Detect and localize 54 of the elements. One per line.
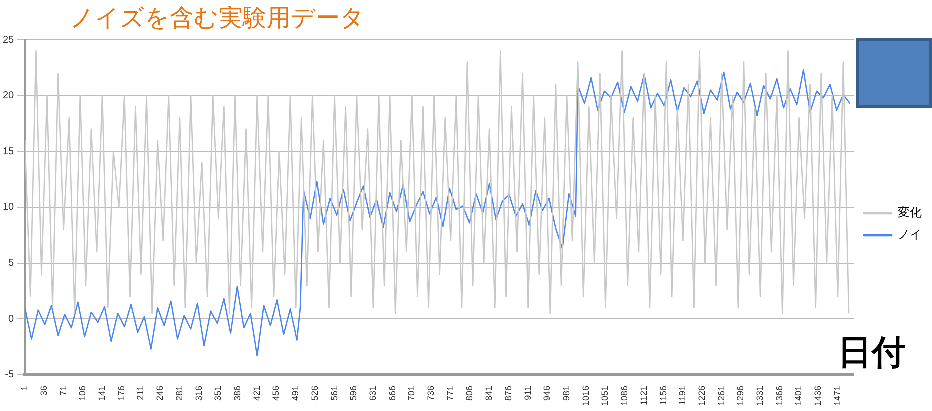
y-tick-label: 25: [3, 34, 15, 46]
x-tick-label: 1: [20, 386, 30, 391]
x-tick-label: 1366: [774, 386, 784, 406]
x-tick-label: 666: [387, 386, 398, 402]
y-tick-label: 15: [3, 146, 15, 158]
x-tick-label: 141: [97, 386, 108, 402]
x-tick-label: 911: [522, 386, 533, 400]
x-tick-label: 351: [213, 386, 224, 402]
x-tick-label: 946: [542, 386, 552, 402]
y-tick-label: 10: [3, 202, 15, 214]
x-tick-label: 876: [503, 386, 514, 402]
y-tick-label: 0: [8, 314, 15, 325]
y-tick-label: 5: [8, 258, 15, 270]
x-tick-label: 106: [78, 386, 88, 402]
x-tick-label: 526: [310, 386, 320, 402]
x-tick-label: 771: [445, 386, 456, 402]
x-tick-label: 561: [329, 386, 340, 402]
x-tick-label: 1191: [678, 386, 688, 406]
x-tick-label: 211: [136, 386, 146, 400]
chart-title: ノイズを含む実験用データ: [70, 3, 365, 34]
x-tick-label: 736: [426, 386, 436, 402]
x-tick-label: 1436: [813, 386, 824, 406]
x-tick-label: 1261: [716, 386, 726, 406]
x-tick-label: 316: [194, 386, 204, 402]
x-tick-label: 631: [368, 386, 378, 402]
x-axis-title: 日付: [838, 332, 906, 375]
x-tick-label: 841: [484, 386, 494, 402]
x-tick-label: 36: [38, 386, 49, 396]
x-tick-label: 456: [271, 386, 282, 402]
x-tick-label: 491: [290, 386, 301, 402]
x-tick-label: 1016: [580, 386, 591, 406]
y-tick-label: 20: [3, 90, 15, 102]
x-tick-label: 71: [58, 386, 68, 396]
x-tick-label: 386: [232, 386, 242, 402]
x-tick-label: 1086: [620, 386, 630, 406]
y-tick-label: -5: [5, 370, 15, 381]
legend-label: ノイ: [898, 228, 922, 242]
x-tick-label: 421: [252, 386, 262, 402]
x-tick-label: 596: [348, 386, 359, 402]
x-tick-label: 1121: [638, 386, 649, 406]
x-tick-label: 1331: [755, 386, 766, 406]
x-tick-label: 176: [116, 386, 126, 402]
x-tick-label: 806: [464, 386, 475, 402]
x-tick-label: 1471: [832, 386, 842, 406]
x-tick-label: 1296: [736, 386, 746, 406]
x-tick-label: 281: [174, 386, 184, 402]
x-tick-label: 1226: [696, 386, 707, 406]
x-tick-label: 701: [406, 386, 417, 402]
x-tick-label: 1051: [600, 386, 610, 406]
x-tick-label: 246: [155, 386, 166, 402]
legend-label: 変化: [898, 206, 922, 220]
x-tick-label: 1156: [658, 386, 668, 406]
x-tick-label: 981: [562, 386, 572, 402]
x-tick-label: 1401: [794, 386, 804, 406]
